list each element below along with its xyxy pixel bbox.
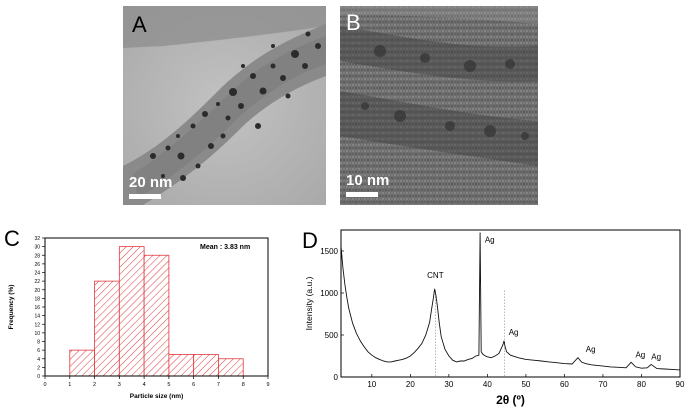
histogram-y-tick-label: 0 [37, 374, 40, 380]
xrd-peak-annotation: Ag [635, 351, 645, 360]
xrd-peak-annotation: Ag [509, 328, 519, 337]
histogram-x-tick-label: 7 [217, 382, 220, 388]
xrd-plot-frame [340, 229, 681, 378]
xrd-x-tick-label: 40 [483, 380, 492, 389]
xrd-x-ticks: 10 20 30 40 50 60 70 80 90 [367, 374, 685, 389]
histogram-x-tick-label: 6 [192, 382, 195, 388]
histogram-y-tick-label: 4 [37, 357, 40, 363]
xrd-peak-annotation: CNT [427, 271, 444, 280]
histogram-bar [69, 349, 95, 377]
xrd-y-ticks: 0 500 1000 1500 [320, 247, 344, 382]
xrd-intensity-line [340, 232, 681, 371]
histogram-x-ticks: 0 1 2 3 4 5 6 7 8 9 [43, 376, 270, 388]
scale-bar-label-b: 10 nm [346, 172, 390, 189]
histogram-y-tick-label: 8 [37, 340, 40, 346]
histogram-x-tick-label: 8 [242, 382, 245, 388]
xrd-x-axis-label: 2θ (º) [496, 393, 525, 407]
histogram-y-tick-label: 22 [34, 279, 40, 285]
histogram-bar [143, 254, 170, 377]
xrd-y-tick-label: 1500 [320, 247, 338, 256]
histogram-bar [94, 280, 120, 377]
xrd-chart: 10 20 30 40 50 60 70 80 90 0 500 1000 1500 CNT Ag Ag A… [304, 229, 685, 407]
scale-bar-b [346, 192, 378, 197]
xrd-peak-annotation: Ag [651, 352, 661, 361]
histogram-y-tick-label: 16 [34, 305, 40, 311]
histogram-bars [69, 246, 244, 377]
xrd-y-tick-label: 500 [325, 331, 339, 340]
histogram-x-tick-label: 3 [118, 382, 121, 388]
histogram-x-tick-label: 1 [68, 382, 71, 388]
xrd-x-tick-label: 80 [637, 380, 646, 389]
histogram-x-axis-label: Particle size (nm) [130, 393, 183, 400]
tem-image-b-drawing [340, 6, 538, 205]
histogram-y-tick-label: 20 [34, 288, 40, 294]
histogram-x-tick-label: 4 [143, 382, 146, 388]
histogram-bar [118, 246, 145, 377]
histogram-y-tick-label: 14 [34, 314, 40, 320]
xrd-peak-annotation: Ag [586, 345, 596, 354]
histogram-y-tick-label: 32 [34, 236, 40, 242]
panel-label-c: C [4, 226, 20, 251]
tem-image-a-drawing [123, 6, 326, 205]
histogram-y-tick-label: 18 [34, 296, 40, 302]
histogram-y-axis-label: Frequency (%) [8, 285, 15, 330]
histogram-y-tick-label: 24 [34, 271, 40, 277]
histogram-y-tick-label: 26 [34, 262, 40, 268]
xrd-x-tick-label: 10 [367, 380, 376, 389]
histogram-x-tick-label: 5 [167, 382, 170, 388]
xrd-y-tick-label: 1000 [320, 289, 338, 298]
scale-bar-a [129, 194, 161, 199]
xrd-y-tick-label: 0 [334, 373, 339, 382]
histogram-bar [168, 354, 195, 377]
xrd-peak-annotation: Ag [485, 236, 495, 245]
xrd-y-axis-label: Intensity (a.u.) [304, 276, 314, 330]
panel-label-b: B [346, 10, 361, 35]
histogram-bar [193, 354, 219, 377]
scale-bar-label-a: 20 nm [129, 174, 173, 191]
panel-label-a: A [132, 12, 147, 37]
histogram-y-tick-label: 2 [37, 365, 40, 371]
histogram-bar [218, 358, 244, 377]
xrd-x-tick-label: 50 [521, 380, 530, 389]
xrd-x-tick-label: 60 [560, 380, 569, 389]
tem-image-b [340, 6, 538, 205]
histogram-y-tick-label: 10 [34, 331, 40, 337]
xrd-peak-annotations: CNT Ag Ag Ag Ag Ag [427, 236, 661, 362]
histogram-x-tick-label: 0 [43, 382, 46, 388]
panel-label-d: D [302, 228, 318, 253]
xrd-x-tick-label: 90 [676, 380, 685, 389]
histogram-x-tick-label: 9 [266, 382, 269, 388]
xrd-x-tick-label: 30 [444, 380, 453, 389]
histogram-mean-annotation: Mean : 3.83 nm [200, 244, 250, 251]
histogram-x-tick-label: 2 [93, 382, 96, 388]
histogram-y-tick-label: 12 [34, 322, 40, 328]
histogram-y-tick-label: 30 [34, 245, 40, 251]
xrd-x-tick-label: 70 [599, 380, 608, 389]
xrd-x-tick-label: 20 [406, 380, 415, 389]
histogram-y-tick-label: 28 [34, 253, 40, 259]
tem-image-a [123, 6, 326, 205]
xrd-reference-lines [435, 290, 506, 377]
histogram-y-tick-label: 6 [37, 348, 40, 354]
